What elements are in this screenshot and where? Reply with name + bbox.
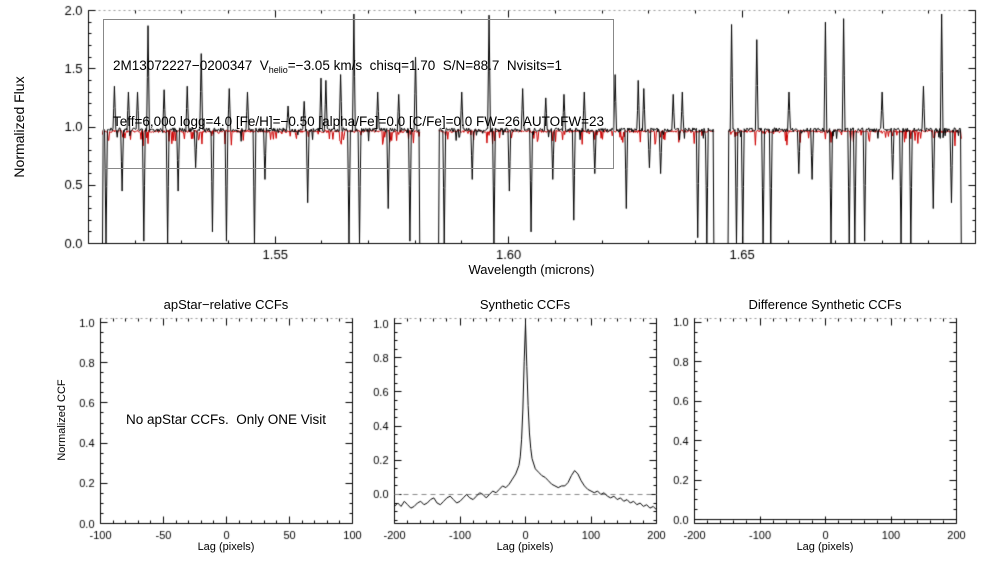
annotation-line1-pre: 2M13072227−0200347 V [113,58,269,73]
synthetic-ccf-title: Synthetic CCFs [479,297,571,312]
ccf-ylabel: Normalized CCF [56,379,68,461]
apstar-ccf-xlabel: Lag (pixels) [197,541,255,553]
spectrum-ylabel: Normalized Flux [11,76,27,178]
spectrum-xlabel: Wavelength (microns) [468,262,595,277]
spectrum-annotation-line2: Teff=6,000 logg=4.0 [Fe/H]=−0.50 [alpha/… [113,114,605,129]
annotation-line1-post: =−3.05 km/s chisq=1.70 S/N=88.7 Nvisits=… [287,58,563,73]
difference-ccf-title: Difference Synthetic CCFs [748,297,902,312]
spectrum-annotation-box: 2M13072227−0200347 Vhelio=−3.05 km/s chi… [103,19,615,169]
apstar-ccf-title: apStar−relative CCFs [163,297,289,312]
synthetic-ccf-xlabel: Lag (pixels) [496,541,554,553]
difference-ccf-xlabel: Lag (pixels) [796,541,854,553]
annotation-line1-subscript: helio [268,65,288,75]
apstar-ccf-note: No apStar CCFs. Only ONE Visit [125,412,327,427]
spectrum-annotation-line1: 2M13072227−0200347 Vhelio=−3.05 km/s chi… [113,57,604,79]
